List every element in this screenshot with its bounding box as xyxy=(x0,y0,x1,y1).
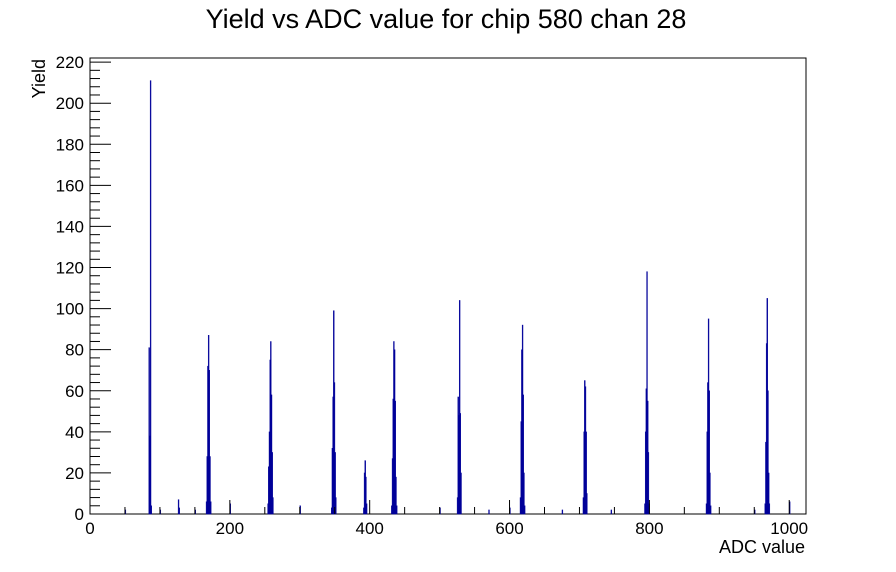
histogram-bar xyxy=(271,452,273,515)
histogram-bar xyxy=(396,505,398,515)
y-tick-label: 220 xyxy=(56,53,84,72)
histogram-bar xyxy=(709,472,711,515)
histogram-bar xyxy=(177,499,180,515)
histogram-bar xyxy=(610,509,613,515)
histogram-bar xyxy=(365,503,368,515)
y-tick-label: 120 xyxy=(56,259,84,278)
x-axis: 0 200 400 600 800 1000 xyxy=(85,500,808,538)
y-tick-label: 20 xyxy=(65,464,84,483)
histogram-bar xyxy=(768,472,770,515)
y-tick-label: 200 xyxy=(56,94,84,113)
x-tick-label: 600 xyxy=(495,519,523,538)
histogram-bar xyxy=(767,390,769,515)
histogram-bar xyxy=(522,394,524,515)
histogram-bar xyxy=(561,509,564,515)
y-tick-label: 180 xyxy=(56,135,84,154)
histogram-bar xyxy=(209,456,211,515)
histogram-bar xyxy=(150,505,152,515)
x-tick-label: 0 xyxy=(85,519,94,538)
histogram-bar xyxy=(148,347,150,515)
histogram-bar xyxy=(523,472,525,515)
histogram-bar xyxy=(365,476,367,515)
histogram-bar xyxy=(335,497,337,515)
histogram-bar xyxy=(460,472,462,515)
x-tick-label: 800 xyxy=(635,519,663,538)
histogram-bar xyxy=(149,80,152,515)
histogram-bar xyxy=(708,390,710,515)
histogram-bar xyxy=(178,507,180,515)
histogram-bar xyxy=(710,505,712,515)
y-tick-label: 40 xyxy=(65,423,84,442)
y-tick-label: 0 xyxy=(75,505,84,524)
histogram-bar xyxy=(646,271,648,515)
histogram-bar xyxy=(210,501,212,515)
histogram-bar xyxy=(459,413,461,515)
x-tick-label: 1000 xyxy=(770,519,808,538)
y-tick-label: 100 xyxy=(56,300,84,319)
histogram-bar xyxy=(586,493,588,515)
histogram-bar xyxy=(395,476,397,515)
y-axis-label: Yield xyxy=(29,59,49,98)
histogram-bar xyxy=(768,503,771,515)
y-tick-label: 160 xyxy=(56,176,84,195)
x-axis-label: ADC value xyxy=(719,537,805,557)
histogram-bar xyxy=(524,505,526,515)
histogram-bar xyxy=(647,452,650,515)
histogram-bar xyxy=(208,370,210,515)
histogram-bars xyxy=(124,80,791,515)
y-tick-label: 140 xyxy=(56,217,84,236)
plot-frame xyxy=(89,57,807,515)
chart-title: Yield vs ADC value for chip 580 chan 28 xyxy=(206,4,687,34)
histogram-bar xyxy=(272,497,274,515)
y-tick-label: 60 xyxy=(65,382,84,401)
histogram-bar xyxy=(585,431,587,515)
histogram-bar xyxy=(488,509,490,515)
x-tick-label: 200 xyxy=(216,519,244,538)
histogram-bar xyxy=(458,300,461,515)
x-tick-label: 400 xyxy=(356,519,384,538)
y-tick-label: 80 xyxy=(65,341,84,360)
y-axis: 0 20 40 60 80 100 120 140 160 180 200 220 xyxy=(56,53,111,524)
histogram-bar xyxy=(394,400,396,515)
